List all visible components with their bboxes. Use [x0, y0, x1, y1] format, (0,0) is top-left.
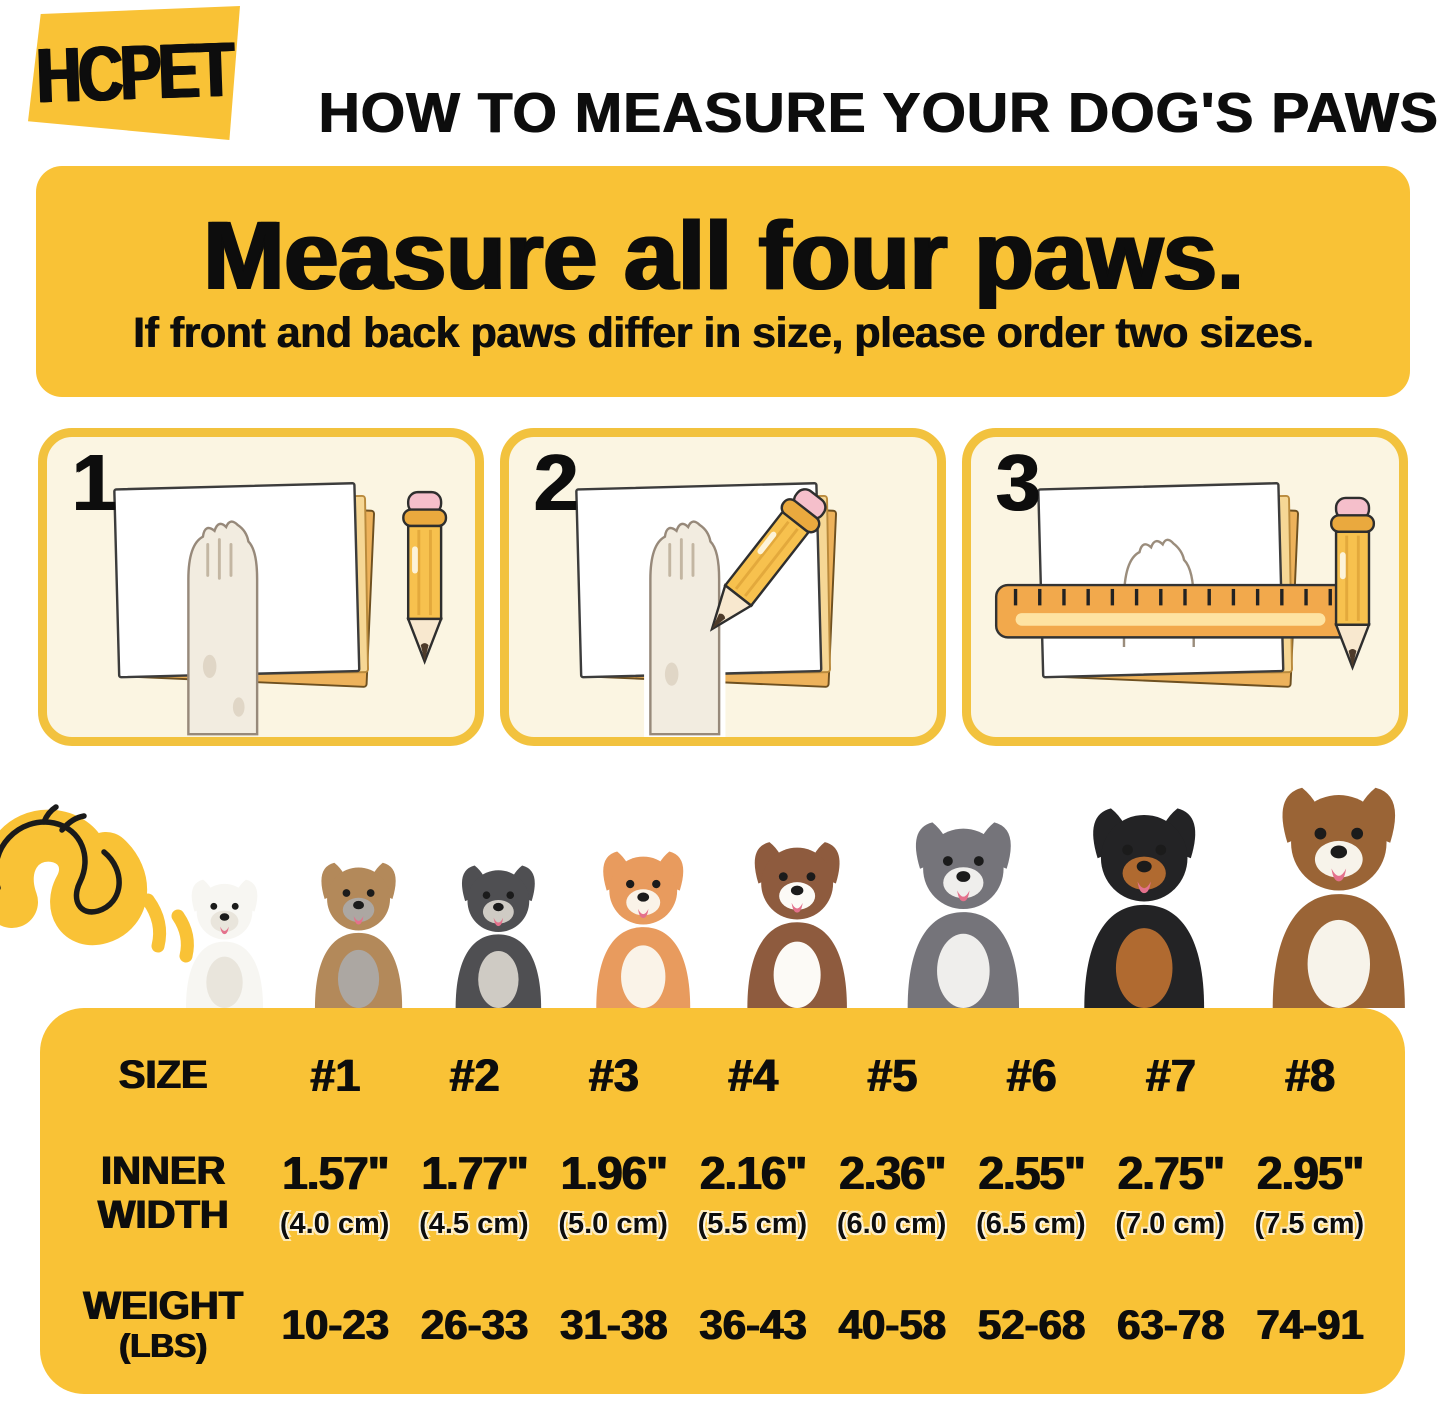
- size-chart: SIZE #1 #2 #3 #4 #5 #6 #7 #8 INNER WIDTH…: [40, 1008, 1405, 1394]
- weight-row-label: WEIGHT (LBS): [82, 1284, 243, 1365]
- dog-size-lineup: [0, 775, 1431, 1008]
- dog-photo-miniature-schnauzer: [439, 856, 558, 1008]
- measure-with-ruler-illustration: [994, 482, 1376, 688]
- weight-value: 10-23: [280, 1300, 389, 1348]
- brand-name: HCPET: [34, 26, 234, 120]
- dog-photo-saint-bernard: [1247, 773, 1431, 1008]
- size-value: #7: [1145, 1050, 1196, 1101]
- ruler-icon: [994, 583, 1368, 639]
- inner-width-row: INNER WIDTH 1.57" (4.0 cm) 1.77" (4.5 cm) …: [60, 1146, 1379, 1241]
- inner-width-value: 2.36" (6.0 cm): [836, 1147, 947, 1241]
- page-title: HOW TO MEASURE YOUR DOG'S PAWS: [318, 81, 1439, 146]
- inner-width-value: 2.75" (7.0 cm): [1115, 1147, 1225, 1241]
- squiggle-decoration: [0, 804, 194, 963]
- step-card-3: 3: [962, 428, 1408, 746]
- weight-value: 31-38: [559, 1300, 667, 1348]
- brand-logo: HCPET: [28, 6, 240, 140]
- pencil-icon: [402, 490, 448, 665]
- size-value: #2: [448, 1050, 499, 1101]
- size-value: #5: [866, 1050, 917, 1101]
- measuring-steps: 1: [38, 428, 1408, 746]
- inner-width-value: 1.57" (4.0 cm): [279, 1147, 390, 1241]
- weight-value: 26-33: [420, 1300, 528, 1348]
- step-number: 1: [71, 438, 116, 527]
- step-number: 2: [533, 438, 578, 527]
- step-card-1: 1: [38, 428, 484, 746]
- dog-photo-yorkshire-terrier: [298, 853, 419, 1008]
- inner-width-value: 1.77" (4.5 cm): [419, 1147, 529, 1241]
- size-value: #3: [588, 1050, 639, 1101]
- weight-value: 40-58: [837, 1300, 946, 1348]
- paw-on-paper-illustration: [113, 482, 448, 736]
- weight-value: 52-68: [977, 1300, 1085, 1348]
- size-value: #6: [1005, 1050, 1056, 1101]
- pencil-icon: [709, 488, 827, 632]
- banner-title: Measure all four paws.: [202, 201, 1244, 311]
- size-value: #1: [309, 1050, 360, 1101]
- step-number: 3: [995, 438, 1040, 527]
- dog-photo-shiba-inu: [578, 841, 708, 1008]
- inner-width-value: 2.95" (7.5 cm): [1254, 1147, 1365, 1241]
- trace-paw-illustration: [575, 482, 837, 737]
- pencil-icon: [1330, 496, 1376, 671]
- weight-value: 36-43: [698, 1300, 807, 1348]
- banner-subtitle: If front and back paws differ in size, p…: [132, 308, 1314, 357]
- inner-width-value: 2.55" (6.5 cm): [976, 1147, 1086, 1241]
- size-value: #4: [727, 1050, 778, 1101]
- dog-photo-alaskan-malamute: [886, 810, 1041, 1008]
- weight-value: 63-78: [1116, 1300, 1224, 1348]
- size-row: SIZE #1 #2 #3 #4 #5 #6 #7 #8: [60, 1050, 1379, 1102]
- weight-value: 74-91: [1255, 1300, 1364, 1348]
- size-value: #8: [1284, 1050, 1335, 1101]
- size-row-label: SIZE: [118, 1053, 207, 1098]
- inner-width-row-label: INNER WIDTH: [96, 1149, 229, 1237]
- instruction-banner: Measure all four paws. If front and back…: [36, 166, 1410, 397]
- inner-width-value: 1.96" (5.0 cm): [558, 1147, 668, 1241]
- dog-photo-rottweiler: [1061, 795, 1227, 1008]
- dog-photo-australian-shepherd: [728, 831, 866, 1008]
- inner-width-value: 2.16" (5.5 cm): [697, 1147, 808, 1241]
- step-card-2: 2: [500, 428, 946, 746]
- weight-row: WEIGHT (LBS) 10-23 26-33 31-38 36-43 40-…: [60, 1285, 1379, 1364]
- dog-photo-bichon-frise: [171, 871, 278, 1008]
